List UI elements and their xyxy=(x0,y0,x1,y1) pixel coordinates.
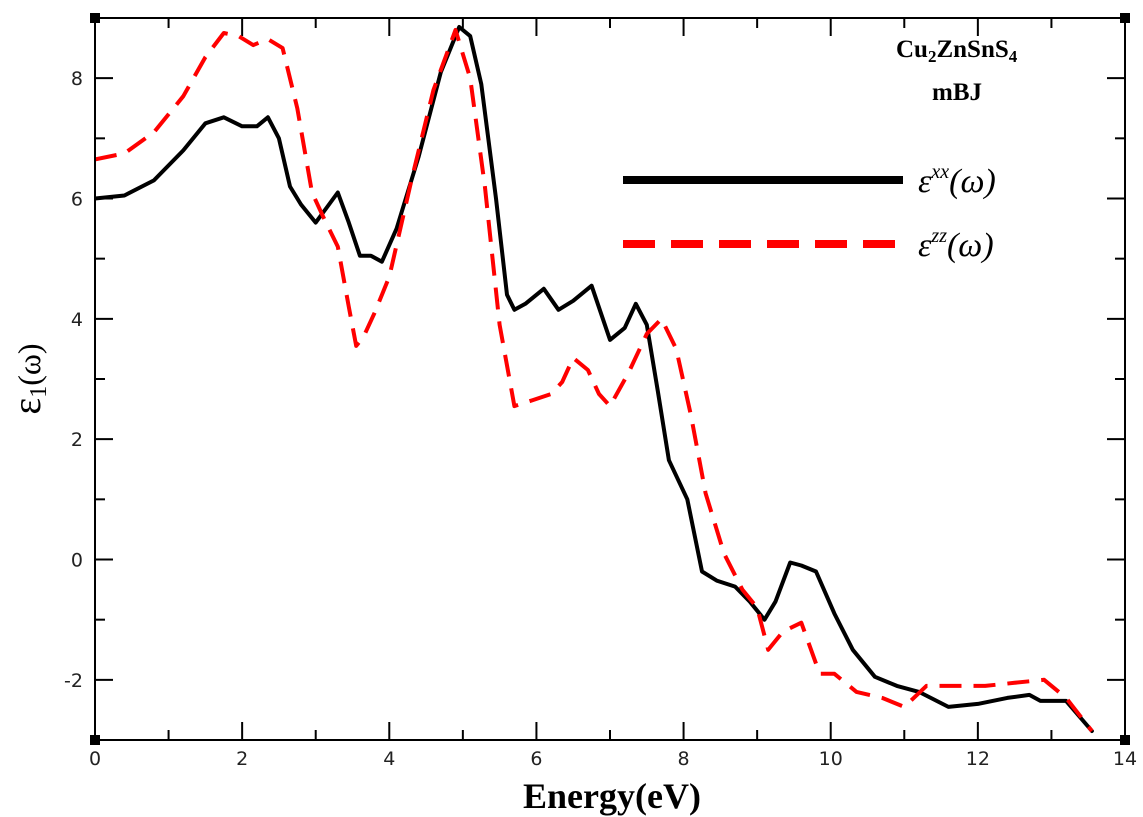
y-axis-label: ε1(ω) xyxy=(4,343,52,414)
y-tick-label: 4 xyxy=(71,309,83,331)
x-tick-label: 10 xyxy=(819,748,843,770)
series-line-exx xyxy=(95,25,1094,733)
series-lines xyxy=(95,25,1094,733)
legend-label-exx: εxx(ω) xyxy=(918,161,996,200)
x-axis-label: Energy(eV) xyxy=(523,776,701,816)
x-tick-label: 8 xyxy=(678,748,690,770)
x-tick-label: 4 xyxy=(383,748,395,770)
legend: εxx(ω) εzz(ω) xyxy=(623,161,996,264)
corner-marker xyxy=(90,735,100,745)
corner-marker xyxy=(1120,735,1130,745)
y-tick-label: -2 xyxy=(64,670,83,692)
compound-label: Cu2ZnSnS4 xyxy=(896,36,1018,66)
x-tick-label: 0 xyxy=(89,748,101,770)
y-tick-label: 2 xyxy=(71,429,83,451)
plot-frame xyxy=(94,17,1126,741)
x-tick-label: 6 xyxy=(530,748,542,770)
method-label: mBJ xyxy=(932,79,982,106)
series-line-ezz xyxy=(95,28,1094,733)
x-tick-label: 12 xyxy=(966,748,990,770)
y-tick-label: 8 xyxy=(71,68,83,90)
corner-marker xyxy=(1120,13,1130,23)
tick-labels: 0 2 4 6 8 10 12 14 -2 0 2 4 6 8 xyxy=(64,68,1137,770)
legend-label-ezz: εzz(ω) xyxy=(918,225,994,264)
corner-marker xyxy=(90,13,100,23)
frame-corner-markers xyxy=(90,13,1130,745)
grid-ticks xyxy=(94,17,1126,741)
x-tick-label: 14 xyxy=(1113,748,1137,770)
x-tick-label: 2 xyxy=(236,748,248,770)
y-tick-label: 6 xyxy=(71,189,83,211)
y-tick-label: 0 xyxy=(71,550,83,572)
